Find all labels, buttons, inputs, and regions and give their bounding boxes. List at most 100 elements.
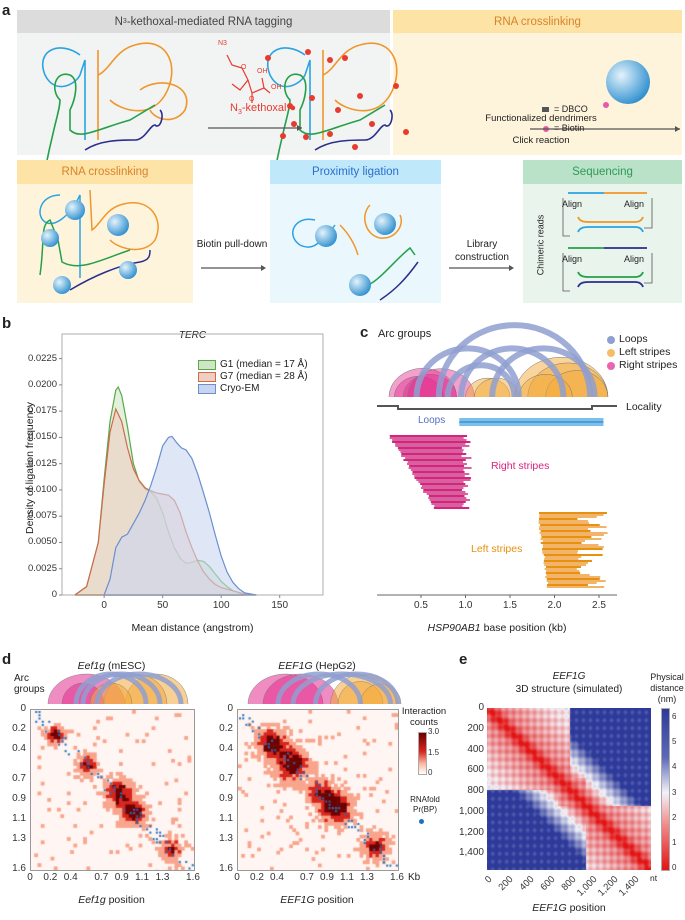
c-xlabel-gene: HSP90AB1 bbox=[427, 622, 481, 634]
y-tick-label: 0.0200 bbox=[27, 378, 57, 390]
left-stripe-read bbox=[545, 576, 601, 578]
left-stripe-read bbox=[542, 548, 603, 550]
e-y-tick-label: 1,000 bbox=[458, 805, 484, 817]
e-y-tick-label: 800 bbox=[467, 785, 484, 797]
e-y-tick-label: 400 bbox=[467, 743, 484, 755]
left-stripe-read bbox=[544, 556, 582, 558]
arc-chart bbox=[377, 322, 617, 598]
d-unit: Kb bbox=[408, 872, 421, 883]
sequencing-body bbox=[523, 184, 682, 303]
rnafold-dot-icon bbox=[419, 819, 424, 824]
right-stripe-read bbox=[429, 499, 471, 501]
left-stripe-read bbox=[542, 552, 578, 554]
chart-b-legend: G1 (median = 17 Å) G7 (median = 28 Å) Cryo… bbox=[198, 359, 308, 395]
d-x-tick-label: 1.6 bbox=[186, 872, 200, 883]
right-stripe-read bbox=[428, 497, 467, 499]
legend-swatch bbox=[198, 360, 216, 370]
d-x-tick-label: 1.3 bbox=[155, 872, 170, 883]
chart-b-xlabel: Mean distance (angstrom) bbox=[131, 622, 254, 634]
struct-oh1: OH bbox=[257, 68, 268, 75]
right-stripe-read bbox=[407, 463, 467, 465]
e-xlabel-rest: position bbox=[566, 902, 606, 914]
arc-legend-entry: Left stripes bbox=[607, 346, 677, 359]
left-stripe-read bbox=[546, 570, 580, 572]
e-xlabel: EEF1G position bbox=[487, 902, 651, 914]
d-right-xlabel: EEF1G position bbox=[237, 894, 397, 906]
left-stripe-read bbox=[538, 518, 578, 520]
right-stripe-read bbox=[410, 469, 464, 471]
right-stripe-read bbox=[389, 437, 464, 439]
legend-entry: G1 (median = 17 Å) bbox=[198, 359, 308, 371]
e-colorbar-tick: 0 bbox=[672, 863, 677, 872]
d-right-title-gene: EEF1G bbox=[278, 660, 313, 672]
heatmap-eef1g-hepg2 bbox=[237, 709, 399, 871]
crosslinking-top-header: RNA crosslinking bbox=[393, 10, 682, 33]
d-left-xlabel-rest: position bbox=[105, 894, 145, 906]
proximity-header: Proximity ligation bbox=[270, 160, 441, 184]
locality-line bbox=[377, 405, 617, 410]
legend-entry: G7 (median = 28 Å) bbox=[198, 371, 308, 383]
loop-arc bbox=[458, 345, 567, 398]
d-arc-groups bbox=[47, 671, 402, 705]
left-stripe-read bbox=[540, 542, 582, 544]
c-x-tick-label: 2.0 bbox=[547, 600, 562, 611]
d-y-tick-label: 0.4 bbox=[12, 743, 26, 754]
d-left-xlabel-gene: Eef1g bbox=[78, 894, 106, 906]
right-stripe-read bbox=[401, 455, 462, 457]
loop-arc bbox=[413, 345, 522, 398]
panel-e-label: e bbox=[459, 651, 468, 668]
e-title-gene: EEF1G bbox=[552, 671, 586, 682]
d-y-tick-label: 0.9 bbox=[12, 793, 26, 804]
d-y-tick-label: 1.6 bbox=[12, 863, 26, 874]
d-x-tick-label: 0.4 bbox=[63, 872, 78, 883]
right-stripe-read bbox=[412, 473, 470, 475]
left-stripe-read bbox=[547, 582, 597, 584]
biotin-legend: = Biotin bbox=[554, 123, 585, 133]
right-stripe-read bbox=[397, 447, 462, 449]
locality-label: Locality bbox=[626, 401, 662, 413]
right-stripe-read bbox=[412, 471, 465, 473]
d-x-tick-label: 0.4 bbox=[270, 872, 284, 883]
x-tick-label: 50 bbox=[157, 600, 169, 611]
left-stripe-read bbox=[540, 534, 604, 536]
y-tick-label: 0.0075 bbox=[27, 510, 57, 522]
rnafold-label: RNAfold Pr(BP) bbox=[405, 795, 445, 815]
left-stripe-read bbox=[542, 544, 599, 546]
d-x-tick-label: 0 bbox=[234, 872, 240, 883]
d-y-tick-label: 0.2 bbox=[12, 723, 26, 734]
right-stripe-read bbox=[434, 505, 463, 507]
e-colorbar-title-2: distance bbox=[650, 683, 684, 693]
left-stripe-read bbox=[543, 560, 592, 562]
left-stripe-read bbox=[539, 526, 607, 528]
biotin-pulldown-label: Biotin pull-down bbox=[196, 239, 268, 250]
legend-swatch bbox=[198, 384, 216, 394]
right-stripe-read bbox=[395, 445, 470, 447]
c-xlabel: HSP90AB1 base position (kb) bbox=[377, 622, 617, 634]
d-x-tick-label: 0.7 bbox=[94, 872, 109, 883]
crosslinking-bottom-header: RNA crosslinking bbox=[17, 160, 193, 184]
left-stripe-read bbox=[544, 558, 579, 560]
right-stripe-read bbox=[395, 443, 466, 445]
d-x-tick-label: 0.9 bbox=[114, 872, 129, 883]
arc-legend-entry: Loops bbox=[607, 333, 677, 346]
left-stripe-read bbox=[543, 546, 604, 548]
d-y-tick-label: 0 bbox=[20, 703, 26, 714]
y-tick-label: 0.0150 bbox=[27, 431, 57, 443]
right-stripe-read bbox=[423, 489, 463, 491]
tagging-title-rest: -kethoxal-mediated RNA tagging bbox=[126, 15, 293, 28]
arc-groups-label: Arc groups bbox=[378, 328, 432, 340]
density-chart bbox=[59, 333, 324, 598]
rna-tagging-illustration bbox=[42, 42, 680, 171]
kethoxal-sub: 3 bbox=[237, 109, 242, 117]
right-stripes-label: Right stripes bbox=[491, 460, 550, 472]
left-stripe-read bbox=[543, 554, 603, 556]
x-tick-label: 0 bbox=[101, 600, 107, 611]
d-y-tick-label: 1.6 bbox=[219, 863, 233, 874]
right-stripe-read bbox=[392, 439, 467, 441]
d-arc bbox=[94, 671, 184, 705]
d-y-tick-label: 1.3 bbox=[12, 833, 26, 844]
legend-entry: Cryo-EM bbox=[198, 383, 308, 395]
sequencing-header: Sequencing bbox=[523, 160, 682, 184]
x-tick-label: 150 bbox=[271, 600, 289, 611]
left-stripe-read bbox=[544, 568, 577, 570]
